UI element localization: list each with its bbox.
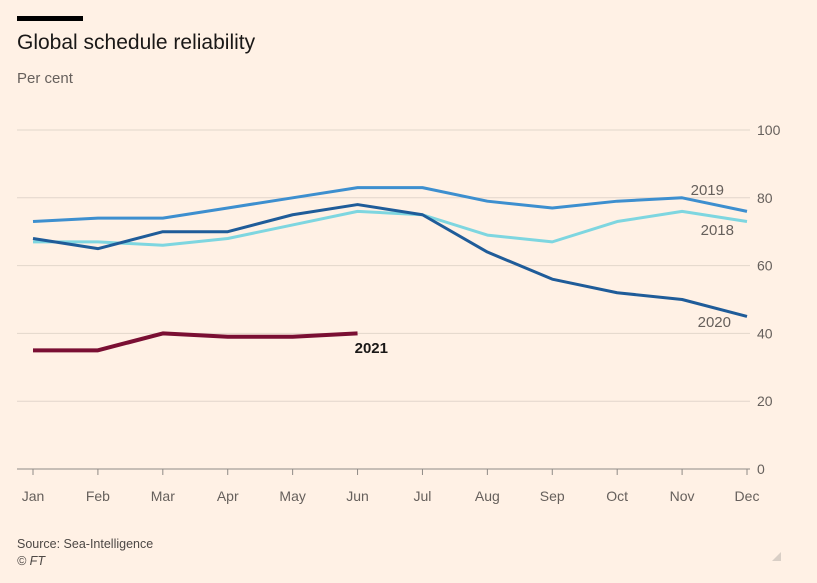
source-note: Source: Sea-Intelligence xyxy=(17,537,154,551)
x-tick-label: Jan xyxy=(22,488,45,504)
series-label-2020: 2020 xyxy=(698,314,731,331)
credit-note: © FT xyxy=(17,554,45,568)
series-label-2018: 2018 xyxy=(701,222,734,239)
x-tick-label: May xyxy=(279,488,305,504)
title-accent-bar xyxy=(17,16,83,21)
chart-subtitle: Per cent xyxy=(17,70,73,87)
x-tick-label: Aug xyxy=(475,488,500,504)
series-line-2020 xyxy=(32,203,748,318)
x-tick-label: Apr xyxy=(217,488,239,504)
x-tick-label: Feb xyxy=(86,488,110,504)
series-line-2019 xyxy=(32,186,748,224)
x-tick-label: Mar xyxy=(151,488,175,504)
x-tick-label: Sep xyxy=(540,488,565,504)
resize-corner-icon xyxy=(772,552,781,561)
series-label-2019: 2019 xyxy=(691,182,724,199)
x-tick-label: Nov xyxy=(670,488,695,504)
y-tick-label: 60 xyxy=(757,258,773,274)
y-tick-label: 40 xyxy=(757,325,773,341)
x-tick-label: Oct xyxy=(606,488,628,504)
x-tick-label: Jun xyxy=(346,488,369,504)
x-tick-label: Jul xyxy=(414,488,432,504)
series-label-2021: 2021 xyxy=(355,340,388,357)
x-tick-label: Dec xyxy=(735,488,760,504)
series-line-2018 xyxy=(33,209,748,247)
y-tick-label: 100 xyxy=(757,122,781,138)
y-tick-label: 80 xyxy=(757,190,773,206)
chart-title: Global schedule reliability xyxy=(17,31,256,54)
y-tick-label: 0 xyxy=(757,461,765,477)
y-tick-label: 20 xyxy=(757,393,773,409)
series-line-2021 xyxy=(33,331,358,353)
